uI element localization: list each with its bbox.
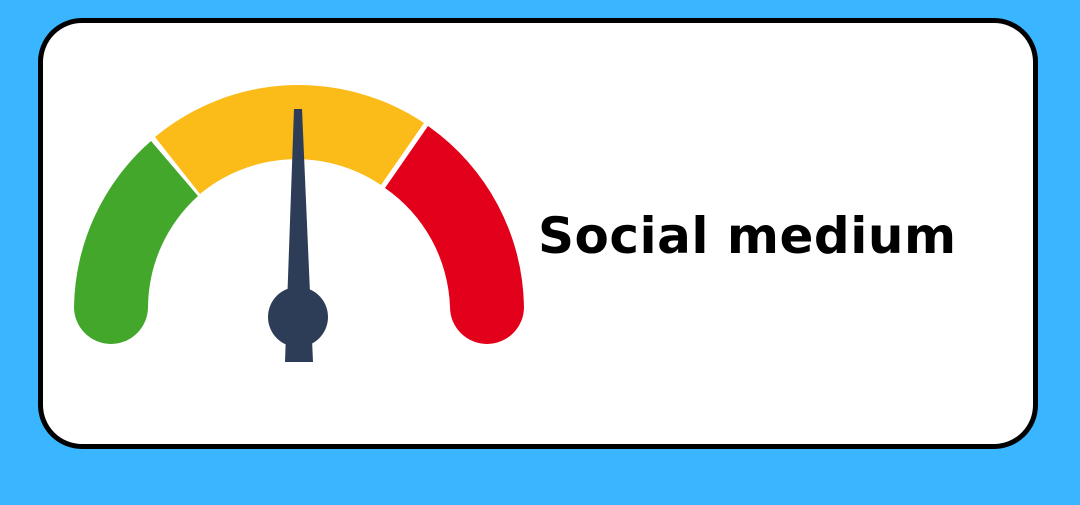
card <box>38 18 1038 449</box>
gauge-needle-hub <box>268 287 328 347</box>
gauge-segment-high <box>385 126 524 344</box>
gauge-segment-medium <box>155 84 424 194</box>
gauge-segment-low <box>74 141 198 344</box>
meter-label: Social medium <box>538 207 957 265</box>
